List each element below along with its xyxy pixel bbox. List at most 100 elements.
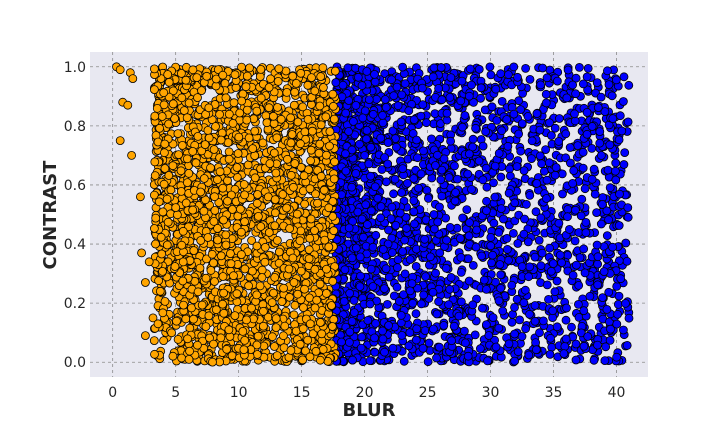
scatter-point <box>516 105 525 114</box>
scatter-point <box>577 194 587 204</box>
scatter-point <box>280 321 290 331</box>
scatter-point <box>435 248 445 258</box>
scatter-point <box>349 308 359 318</box>
scatter-point <box>389 91 399 101</box>
scatter-point <box>510 302 519 312</box>
scatter-point <box>602 304 612 314</box>
scatter-point <box>344 337 354 347</box>
scatter-point <box>592 240 602 250</box>
scatter-point <box>344 127 354 136</box>
scatter-point <box>404 341 414 351</box>
scatter-point <box>470 330 480 340</box>
scatter-point <box>351 101 361 110</box>
scatter-point <box>238 326 248 336</box>
scatter-point <box>258 321 268 331</box>
scatter-point <box>355 139 364 149</box>
scatter-point <box>515 315 524 325</box>
scatter-point <box>561 334 571 344</box>
scatter-point <box>348 117 358 126</box>
scatter-point <box>372 94 381 104</box>
scatter-point <box>481 320 491 330</box>
scatter-point <box>439 320 449 330</box>
scatter-point <box>160 164 170 173</box>
scatter-point <box>489 178 498 188</box>
scatter-point <box>546 333 555 343</box>
scatter-point <box>412 135 422 145</box>
scatter-point <box>542 175 552 185</box>
scatter-point <box>614 291 624 301</box>
scatter-point <box>612 352 621 362</box>
scatter-point <box>595 138 605 148</box>
scatter-point <box>569 166 579 176</box>
scatter-point <box>587 122 597 131</box>
scatter-point <box>271 323 281 333</box>
scatter-point <box>604 215 613 225</box>
scatter-point <box>563 65 573 75</box>
scatter-point <box>477 303 487 313</box>
scatter-point <box>446 136 456 146</box>
scatter-point <box>379 284 389 294</box>
scatter-point <box>505 164 514 174</box>
scatter-point <box>378 334 388 344</box>
scatter-point <box>503 141 513 151</box>
scatter-point <box>611 166 620 176</box>
scatter-point <box>225 249 235 259</box>
scatter-point <box>255 281 265 291</box>
scatter-point <box>484 331 494 340</box>
scatter-point <box>288 71 298 81</box>
scatter-point <box>360 150 370 160</box>
scatter-point <box>409 196 419 206</box>
scatter-point <box>167 328 177 338</box>
scatter-point <box>593 340 602 350</box>
scatter-point <box>497 126 507 136</box>
scatter-point <box>403 178 412 188</box>
scatter-point <box>211 122 220 131</box>
scatter-point <box>348 355 357 365</box>
scatter-point <box>279 283 289 293</box>
scatter-point <box>605 183 615 193</box>
scatter-point <box>568 80 577 90</box>
scatter-point <box>356 271 365 281</box>
scatter-point <box>481 284 491 294</box>
scatter-point <box>598 199 607 209</box>
scatter-point <box>490 161 500 171</box>
scatter-point <box>488 313 498 323</box>
scatter-point <box>488 250 498 260</box>
scatter-point <box>535 125 545 135</box>
scatter-point <box>602 231 612 241</box>
scatter-point <box>555 250 565 260</box>
scatter-point <box>514 129 523 139</box>
scatter-point <box>386 214 396 224</box>
scatter-point <box>574 280 584 290</box>
scatter-point <box>619 160 629 169</box>
scatter-point <box>525 262 534 272</box>
scatter-point <box>572 260 581 270</box>
scatter-point <box>427 134 436 144</box>
scatter-point <box>452 174 462 184</box>
scatter-point <box>544 158 554 168</box>
scatter-point <box>384 321 394 330</box>
scatter-point <box>418 146 428 156</box>
scatter-point <box>481 206 491 216</box>
scatter-point <box>393 101 403 111</box>
scatter-point <box>215 110 225 119</box>
scatter-point <box>220 79 230 88</box>
scatter-point <box>267 332 277 342</box>
scatter-point <box>272 235 282 245</box>
scatter-point <box>325 141 334 151</box>
scatter-point <box>397 330 407 340</box>
scatter-point <box>230 311 240 321</box>
scatter-point <box>513 347 523 357</box>
scatter-point <box>616 274 626 284</box>
scatter-point <box>550 170 560 180</box>
scatter-point <box>357 81 367 90</box>
scatter-point <box>241 82 251 92</box>
scatter-point <box>285 292 294 302</box>
scatter-point <box>340 265 350 275</box>
scatter-point <box>478 175 488 185</box>
scatter-point <box>277 297 287 307</box>
scatter-point <box>599 267 609 277</box>
scatter-point <box>606 324 615 334</box>
scatter-point <box>166 185 176 195</box>
scatter-point <box>255 72 265 81</box>
